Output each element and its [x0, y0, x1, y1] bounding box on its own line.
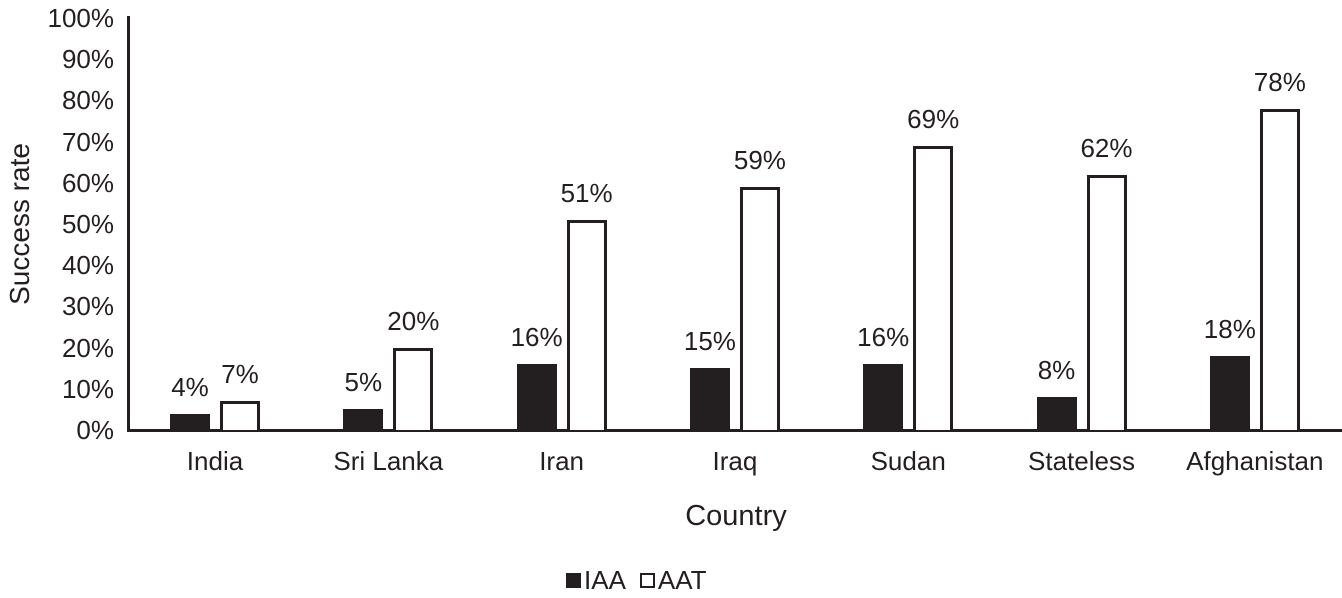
legend-item-iaa: IAA	[566, 565, 626, 596]
x-tick-label: Sudan	[870, 446, 946, 476]
data-label: 7%	[221, 359, 259, 390]
bar-aat	[739, 186, 780, 430]
data-label: 15%	[683, 326, 736, 357]
x-tick-label: Sri Lanka	[333, 446, 444, 476]
bar-iaa	[863, 364, 904, 430]
y-tick-label: 70%	[61, 126, 114, 157]
y-tick-label: 100%	[47, 3, 115, 33]
x-tick-label: Iran	[539, 446, 584, 476]
bar-aat	[566, 219, 607, 430]
x-axis-label: Country	[685, 500, 787, 532]
data-label: 16%	[510, 322, 563, 353]
y-tick-label: 0%	[76, 415, 114, 445]
y-tick-label: 40%	[61, 250, 114, 281]
x-tick-label: Iraq	[712, 446, 758, 476]
data-label: 16%	[857, 322, 910, 353]
y-axis-label: Success rate	[4, 143, 35, 305]
legend-swatch-outline-icon	[639, 573, 655, 588]
bar-aat	[220, 401, 260, 430]
y-tick-label: 90%	[61, 44, 114, 75]
y-axis-line	[127, 16, 130, 432]
data-label: 69%	[907, 103, 960, 134]
bar-iaa	[170, 413, 210, 430]
legend-label-aat: AAT	[657, 565, 707, 595]
bar-aat	[1086, 174, 1127, 430]
y-tick-label: 80%	[61, 85, 114, 116]
bar-aat	[1259, 108, 1300, 430]
y-tick-label: 30%	[61, 291, 114, 322]
bar-iaa	[689, 368, 730, 430]
data-label: 59%	[733, 144, 786, 175]
data-label: 62%	[1080, 132, 1133, 163]
data-label: 5%	[344, 367, 383, 398]
data-label: 78%	[1253, 66, 1306, 97]
data-label: 8%	[1037, 355, 1076, 386]
x-tick-label: Stateless	[1028, 446, 1135, 476]
legend: IAA AAT	[566, 565, 721, 596]
bar-iaa	[516, 364, 557, 430]
bar-aat	[913, 145, 954, 430]
legend-item-aat: AAT	[639, 565, 707, 596]
legend-swatch-filled-icon	[566, 573, 581, 588]
bar-iaa	[343, 409, 384, 430]
bar-iaa	[1036, 397, 1077, 430]
bar-aat	[393, 347, 434, 430]
x-axis-line	[127, 429, 1342, 432]
data-label: 4%	[171, 371, 209, 402]
x-tick-label: Afghanistan	[1186, 446, 1324, 476]
data-label: 51%	[560, 177, 613, 208]
bar-iaa	[1209, 355, 1250, 430]
y-tick-label: 10%	[61, 373, 114, 404]
y-tick-label: 20%	[61, 332, 114, 363]
x-tick-label: India	[186, 446, 244, 476]
legend-label-iaa: IAA	[584, 565, 626, 595]
y-tick-label: 50%	[61, 209, 114, 239]
data-label: 18%	[1203, 313, 1256, 344]
data-label: 20%	[387, 305, 440, 336]
y-tick-label: 60%	[61, 167, 114, 198]
